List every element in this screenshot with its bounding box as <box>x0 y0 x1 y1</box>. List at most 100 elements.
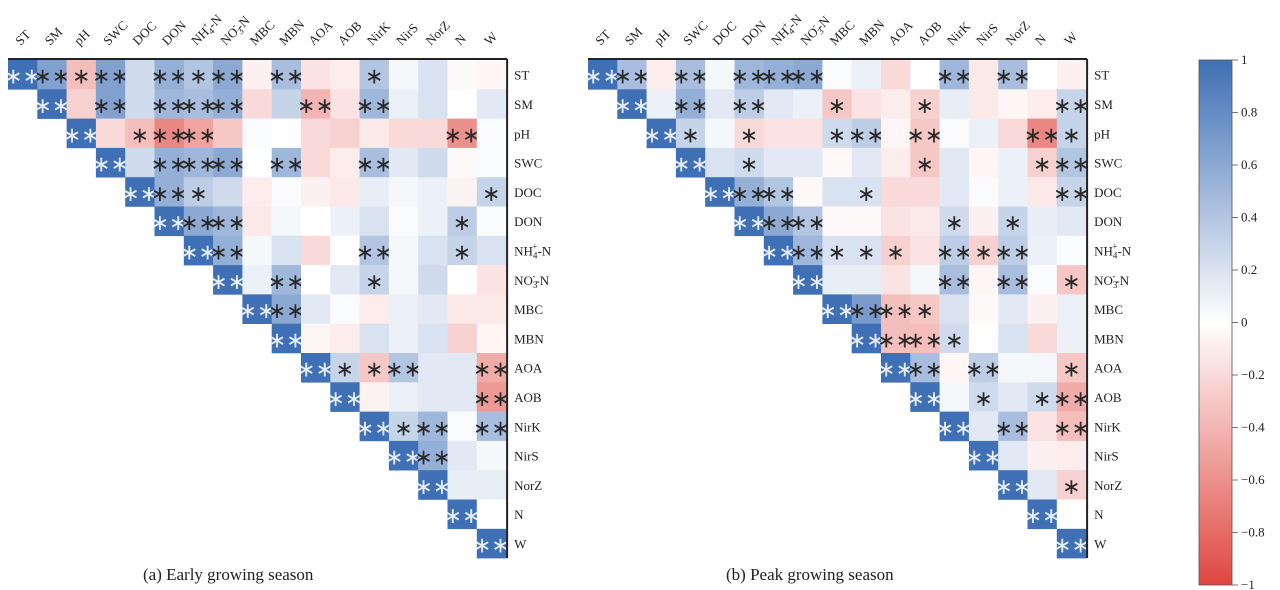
heatmap-cell-doc-nirs <box>388 177 419 207</box>
row-label-nh4: NH4+-N <box>1094 242 1132 261</box>
heatmap-cell-mbn-aob <box>910 323 940 354</box>
heatmap-cell-don-norz <box>418 206 448 237</box>
heatmap-cell-ph-aob <box>330 118 360 149</box>
heatmap-cell-no3-mbc <box>822 265 852 295</box>
heatmap-cell-swc-mbc <box>822 147 852 178</box>
heatmap-cell-sm-sm <box>617 89 647 119</box>
significance-mark: ∗∗ <box>848 299 885 324</box>
heatmap-cell-sm-aoa <box>881 89 911 119</box>
significance-mark: ∗∗ <box>1053 94 1090 119</box>
significance-mark: ∗∗ <box>760 211 797 236</box>
heatmap-cell-nh4-mbn <box>851 235 882 266</box>
significance-mark: ∗ <box>916 153 934 178</box>
row-label-mbn: MBN <box>1094 331 1124 346</box>
significance-mark: ∗∗ <box>180 241 217 266</box>
significance-mark: ∗ <box>482 182 500 207</box>
heatmap-cell-doc-aoa <box>301 177 331 207</box>
significance-mark: ∗ <box>916 94 934 119</box>
heatmap-cell-don-nh4 <box>183 206 214 237</box>
heatmap-cell-sm-aob <box>910 89 940 119</box>
significance-mark: ∗∗ <box>701 182 738 207</box>
row-label-n: N <box>514 507 524 522</box>
column-label-st: ST <box>12 27 33 48</box>
heatmap-cell-aob-w <box>1056 382 1087 412</box>
significance-mark: ∗∗ <box>1024 504 1061 529</box>
significance-mark: ∗∗ <box>92 153 129 178</box>
column-label-nirs: NirS <box>973 20 1001 48</box>
heatmap-cell-sm-nirk <box>939 89 970 119</box>
heatmap-cell-nirk-n <box>447 411 478 442</box>
heatmap-cell-norz-norz <box>418 470 448 500</box>
significance-mark: ∗∗ <box>848 328 885 353</box>
heatmap-cell-ph-w <box>1056 118 1087 149</box>
heatmap-cell-nh4-nh4 <box>763 235 794 266</box>
row-label-nirs: NirS <box>514 449 539 464</box>
heatmap-panel-peak: ∗∗∗∗ ∗∗ ∗∗∗∗∗∗ ∗∗ ∗∗∗∗ ∗∗ ∗∗ ∗ ∗ ∗∗∗∗ ∗ ∗ ∗ ∗∗ ∗∗ ∗∗ ∗∗∗… <box>584 11 1132 559</box>
heatmap-cell-n-n <box>447 499 478 530</box>
heatmap-cell-st-nirk <box>359 60 390 90</box>
heatmap-cell-st-mbn <box>851 60 882 90</box>
heatmap-cell-ph-doc <box>125 118 155 149</box>
heatmap-cell-nirk-nirk <box>939 411 970 442</box>
heatmap-cell-w-w <box>1056 528 1087 559</box>
significance-mark: ∗∗ <box>906 123 943 148</box>
heatmap-cell-sm-aob <box>330 89 360 119</box>
row-label-mbc: MBC <box>1094 302 1123 317</box>
significance-mark: ∗ <box>857 182 875 207</box>
row-label-w: W <box>514 536 527 551</box>
row-label-st: ST <box>514 68 529 83</box>
column-label-mbn: MBN <box>856 16 888 48</box>
significance-mark: ∗ <box>131 123 149 148</box>
heatmap-cell-nirs-norz <box>998 440 1028 471</box>
column-label-swc: SWC <box>680 18 711 49</box>
heatmap-cell-nirk-nirs <box>388 411 419 442</box>
heatmap-cell-aoa-n <box>447 353 478 383</box>
column-label-nirk: NirK <box>364 18 394 48</box>
significance-mark: ∗∗ <box>731 211 768 236</box>
heatmap-cell-swc-w <box>476 147 507 178</box>
significance-mark: ∗ <box>945 328 963 353</box>
column-label-mbc: MBC <box>827 17 858 48</box>
heatmap-cell-aob-nirk <box>359 382 390 412</box>
heatmap-cell-no3-nirs <box>388 265 419 295</box>
significance-mark: ∗∗ <box>936 270 973 295</box>
significance-mark: ∗∗ <box>789 211 826 236</box>
row-label-swc: SWC <box>514 156 542 171</box>
heatmap-cell-swc-no3 <box>793 147 823 178</box>
heatmap-cell-mbc-aob <box>910 294 940 324</box>
heatmap-cell-ph-ph <box>66 118 97 149</box>
heatmap-cell-no3-n <box>1027 265 1058 295</box>
heatmap-cell-n-w <box>476 499 507 530</box>
heatmap-cell-st-st <box>8 60 38 90</box>
colorbar-tick-label: −0.4 <box>1241 420 1265 435</box>
significance-mark: ∗∗ <box>180 153 217 178</box>
heatmap-cell-ph-swc <box>95 118 126 149</box>
significance-mark: ∗ <box>681 123 699 148</box>
significance-mark: ∗∗ <box>414 416 451 441</box>
heatmap-cell-sm-nirk <box>359 89 390 119</box>
heatmap-cell-nh4-nirs <box>388 235 419 266</box>
significance-mark: ∗ <box>365 358 383 383</box>
heatmap-cell-st-aob <box>330 60 360 90</box>
heatmap-cell-ph-mbn <box>271 118 302 149</box>
significance-mark: ∗∗ <box>268 153 305 178</box>
column-label-swc: SWC <box>100 18 131 49</box>
significance-mark: ∗∗ <box>297 358 334 383</box>
significance-mark: ∗ <box>828 94 846 119</box>
heatmap-cell-sm-mbc <box>242 89 272 119</box>
heatmap-cell-mbn-nirs <box>968 323 999 354</box>
significance-mark: ∗∗ <box>848 123 885 148</box>
column-label-doc: DOC <box>129 18 159 48</box>
heatmap-cell-don-w <box>1056 206 1087 237</box>
heatmap-cell-nirs-n <box>1027 440 1058 471</box>
heatmap-cell-swc-n <box>447 147 478 178</box>
heatmap-cell-doc-aob <box>330 177 360 207</box>
heatmap-cell-nh4-w <box>476 235 507 266</box>
significance-mark: ∗ <box>1033 153 1051 178</box>
heatmap-cell-nirs-n <box>447 440 478 471</box>
heatmap-cell-doc-mbn <box>851 177 882 207</box>
heatmap-cell-no3-aoa <box>881 265 911 295</box>
heatmap-cell-nirk-w <box>476 411 507 442</box>
heatmap-cell-nirs-nirs <box>968 440 999 471</box>
row-label-don: DON <box>514 214 543 229</box>
